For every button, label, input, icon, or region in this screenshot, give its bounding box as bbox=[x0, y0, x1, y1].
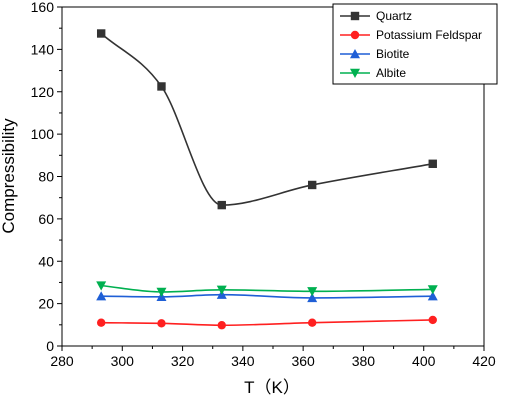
legend-swatch-marker bbox=[350, 68, 360, 78]
x-tick-label: 280 bbox=[50, 353, 74, 369]
data-point-biotite bbox=[307, 292, 318, 303]
series-line-albite bbox=[101, 284, 433, 293]
legend-label: Potassium Feldspar bbox=[376, 28, 482, 42]
x-axis-title: T（K） bbox=[244, 378, 300, 397]
legend-swatch-marker bbox=[350, 11, 360, 21]
series-line-potassium-feldspar bbox=[101, 319, 433, 327]
y-tick-label: 40 bbox=[38, 253, 54, 269]
data-point-potassium-feldspar bbox=[217, 321, 226, 330]
x-tick-label: 360 bbox=[291, 353, 315, 369]
data-point-albite bbox=[427, 285, 438, 295]
series-albite bbox=[96, 281, 438, 297]
x-tick-label: 380 bbox=[352, 353, 376, 369]
legend-item-biotite: Biotite bbox=[340, 47, 410, 61]
data-point-quartz bbox=[96, 29, 106, 38]
data-point-quartz bbox=[307, 180, 317, 190]
x-tick-label: 420 bbox=[472, 353, 496, 369]
y-tick-label: 160 bbox=[31, 0, 55, 15]
data-point-albite bbox=[156, 287, 167, 297]
data-point-potassium-feldspar bbox=[428, 315, 437, 325]
data-point-potassium-feldspar bbox=[157, 319, 166, 328]
data-point-albite bbox=[96, 281, 107, 291]
legend-item-quartz: Quartz bbox=[340, 9, 412, 23]
series-quartz bbox=[96, 29, 437, 210]
data-point-quartz bbox=[428, 159, 437, 168]
data-point-potassium-feldspar bbox=[96, 318, 106, 327]
plot-area bbox=[61, 6, 485, 347]
legend-label: Albite bbox=[376, 66, 406, 80]
data-point-quartz bbox=[157, 82, 166, 91]
y-axis-title: Compressibility bbox=[0, 118, 18, 234]
y-tick-label: 140 bbox=[31, 41, 55, 57]
series-potassium-feldspar bbox=[96, 315, 437, 330]
y-axis: 0 20 40 60 80 100 120 140 160 bbox=[31, 0, 62, 354]
x-tick-label: 300 bbox=[111, 353, 135, 369]
legend-box bbox=[332, 3, 498, 85]
x-tick-label: 320 bbox=[171, 353, 195, 369]
legend-item-albite: Albite bbox=[340, 66, 406, 80]
data-point-quartz bbox=[217, 200, 226, 210]
legend-label: Quartz bbox=[376, 9, 412, 23]
data-point-biotite bbox=[96, 291, 107, 301]
legend-swatch-marker bbox=[350, 30, 360, 40]
x-tick-label: 400 bbox=[412, 353, 436, 369]
legend-swatch-marker bbox=[350, 49, 360, 59]
legend: Quartz Potassium Feldspar Biotite Albite bbox=[332, 3, 498, 85]
y-tick-label: 0 bbox=[46, 338, 54, 354]
y-tick-label: 120 bbox=[31, 84, 55, 100]
y-tick-label: 80 bbox=[38, 169, 54, 185]
y-tick-label: 20 bbox=[38, 296, 54, 312]
series-line-biotite bbox=[101, 293, 433, 299]
data-point-albite bbox=[307, 287, 318, 297]
data-point-albite bbox=[216, 285, 227, 295]
x-tick-label: 340 bbox=[231, 353, 255, 369]
y-tick-label: 60 bbox=[38, 211, 54, 227]
data-point-biotite bbox=[427, 291, 438, 301]
x-axis: 280 300 320 340 360 380 400 420 bbox=[50, 346, 496, 369]
legend-label: Biotite bbox=[376, 47, 410, 61]
legend-item-potassium-feldspar: Potassium Feldspar bbox=[340, 28, 482, 42]
y-tick-label: 100 bbox=[31, 126, 55, 142]
data-point-potassium-feldspar bbox=[307, 318, 317, 327]
